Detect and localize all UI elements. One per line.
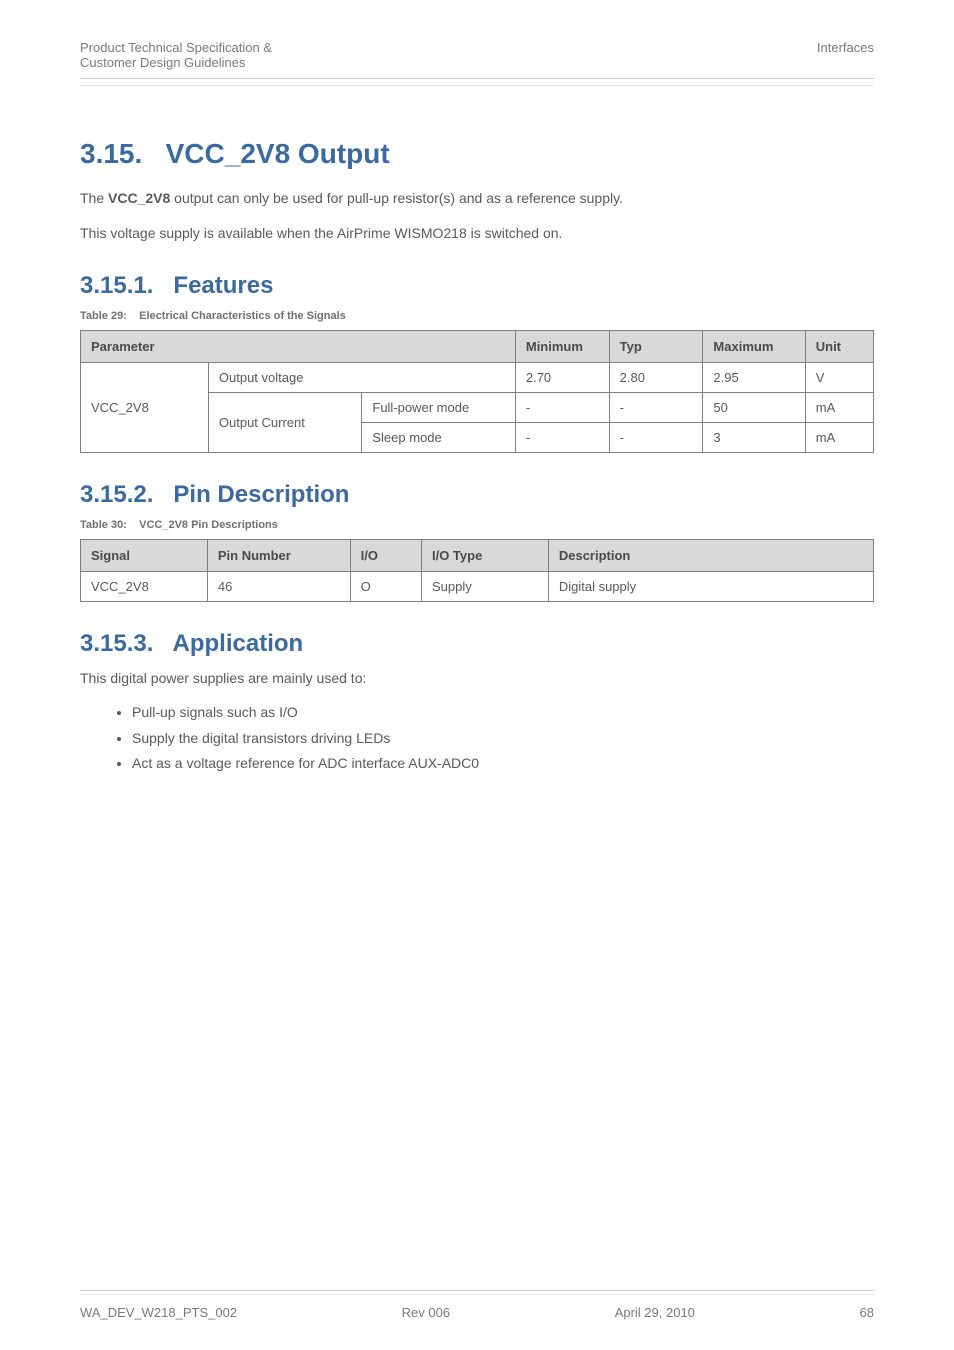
header-left-line2: Customer Design Guidelines	[80, 55, 272, 70]
section-title: VCC_2V8 Output	[166, 138, 390, 169]
cell: 50	[703, 393, 805, 423]
cell: O	[350, 572, 421, 602]
subsection-number: 3.15.2.	[80, 481, 153, 508]
th-unit: Unit	[805, 331, 873, 363]
th-io-type: I/O Type	[421, 540, 548, 572]
th-io: I/O	[350, 540, 421, 572]
cell: 46	[207, 572, 350, 602]
cell-param-group: VCC_2V8	[81, 363, 209, 453]
application-bullet-list: Pull-up signals such as I/O Supply the d…	[80, 703, 874, 774]
th-maximum: Maximum	[703, 331, 805, 363]
footer-revision: Rev 006	[402, 1305, 450, 1320]
cell: mA	[805, 393, 873, 423]
cell: Output voltage	[208, 363, 515, 393]
page-header: Product Technical Specification & Custom…	[80, 40, 874, 79]
subsection-heading-application: 3.15.3. Application	[80, 630, 874, 658]
subsection-title: Pin Description	[173, 481, 349, 508]
cell: mA	[805, 423, 873, 453]
list-item: Pull-up signals such as I/O	[132, 703, 874, 723]
cell: -	[515, 423, 609, 453]
list-item: Act as a voltage reference for ADC inter…	[132, 754, 874, 774]
cell: 2.80	[609, 363, 703, 393]
subsection-title: Features	[173, 272, 273, 299]
intro-prefix: The	[80, 190, 108, 206]
header-left-line1: Product Technical Specification &	[80, 40, 272, 55]
footer-doc-id: WA_DEV_W218_PTS_002	[80, 1305, 237, 1320]
table-row: VCC_2V8 46 O Supply Digital supply	[81, 572, 874, 602]
subsection-title: Application	[173, 630, 304, 657]
footer-divider-2	[80, 1294, 874, 1295]
footer-page-number: 68	[860, 1305, 874, 1320]
th-parameter: Parameter	[81, 331, 516, 363]
th-pin-number: Pin Number	[207, 540, 350, 572]
header-left: Product Technical Specification & Custom…	[80, 40, 272, 70]
th-signal: Signal	[81, 540, 208, 572]
cell: Supply	[421, 572, 548, 602]
cell: 2.70	[515, 363, 609, 393]
subsection-number: 3.15.3.	[80, 630, 153, 657]
th-minimum: Minimum	[515, 331, 609, 363]
footer-divider-1	[80, 1290, 874, 1291]
header-right: Interfaces	[817, 40, 874, 70]
table-29-electrical-characteristics: Parameter Minimum Typ Maximum Unit VCC_2…	[80, 330, 874, 453]
section-heading: 3.15. VCC_2V8 Output	[80, 138, 874, 170]
cell: Output Current	[208, 393, 361, 453]
subsection-heading-pin-description: 3.15.2. Pin Description	[80, 481, 874, 509]
page-footer: WA_DEV_W218_PTS_002 Rev 006 April 29, 20…	[80, 1305, 874, 1320]
cell: -	[609, 393, 703, 423]
table-29-caption: Table 29: Electrical Characteristics of …	[80, 310, 874, 322]
cell: V	[805, 363, 873, 393]
th-description: Description	[548, 540, 873, 572]
cell: Digital supply	[548, 572, 873, 602]
cell: 3	[703, 423, 805, 453]
cell: -	[515, 393, 609, 423]
cell: VCC_2V8	[81, 572, 208, 602]
intro-bold: VCC_2V8	[108, 190, 170, 206]
cell: Sleep mode	[362, 423, 515, 453]
caption-prefix: Table 29:	[80, 310, 127, 322]
table-header-row: Signal Pin Number I/O I/O Type Descripti…	[81, 540, 874, 572]
table-header-row: Parameter Minimum Typ Maximum Unit	[81, 331, 874, 363]
subsection-number: 3.15.1.	[80, 272, 153, 299]
header-divider	[80, 85, 874, 86]
th-typ: Typ	[609, 331, 703, 363]
caption-prefix: Table 30:	[80, 519, 127, 531]
intro-paragraph-1: The VCC_2V8 output can only be used for …	[80, 188, 874, 209]
list-item: Supply the digital transistors driving L…	[132, 729, 874, 749]
intro-suffix: output can only be used for pull-up resi…	[170, 190, 623, 206]
table-row: VCC_2V8 Output voltage 2.70 2.80 2.95 V	[81, 363, 874, 393]
application-intro: This digital power supplies are mainly u…	[80, 668, 874, 689]
subsection-heading-features: 3.15.1. Features	[80, 272, 874, 300]
caption-text: Electrical Characteristics of the Signal…	[139, 310, 346, 322]
cell: Full-power mode	[362, 393, 515, 423]
footer-date: April 29, 2010	[615, 1305, 695, 1320]
caption-text: VCC_2V8 Pin Descriptions	[139, 519, 278, 531]
cell: 2.95	[703, 363, 805, 393]
cell: -	[609, 423, 703, 453]
section-number: 3.15.	[80, 138, 142, 169]
table-30-pin-descriptions: Signal Pin Number I/O I/O Type Descripti…	[80, 539, 874, 602]
intro-paragraph-2: This voltage supply is available when th…	[80, 223, 874, 244]
table-30-caption: Table 30: VCC_2V8 Pin Descriptions	[80, 519, 874, 531]
